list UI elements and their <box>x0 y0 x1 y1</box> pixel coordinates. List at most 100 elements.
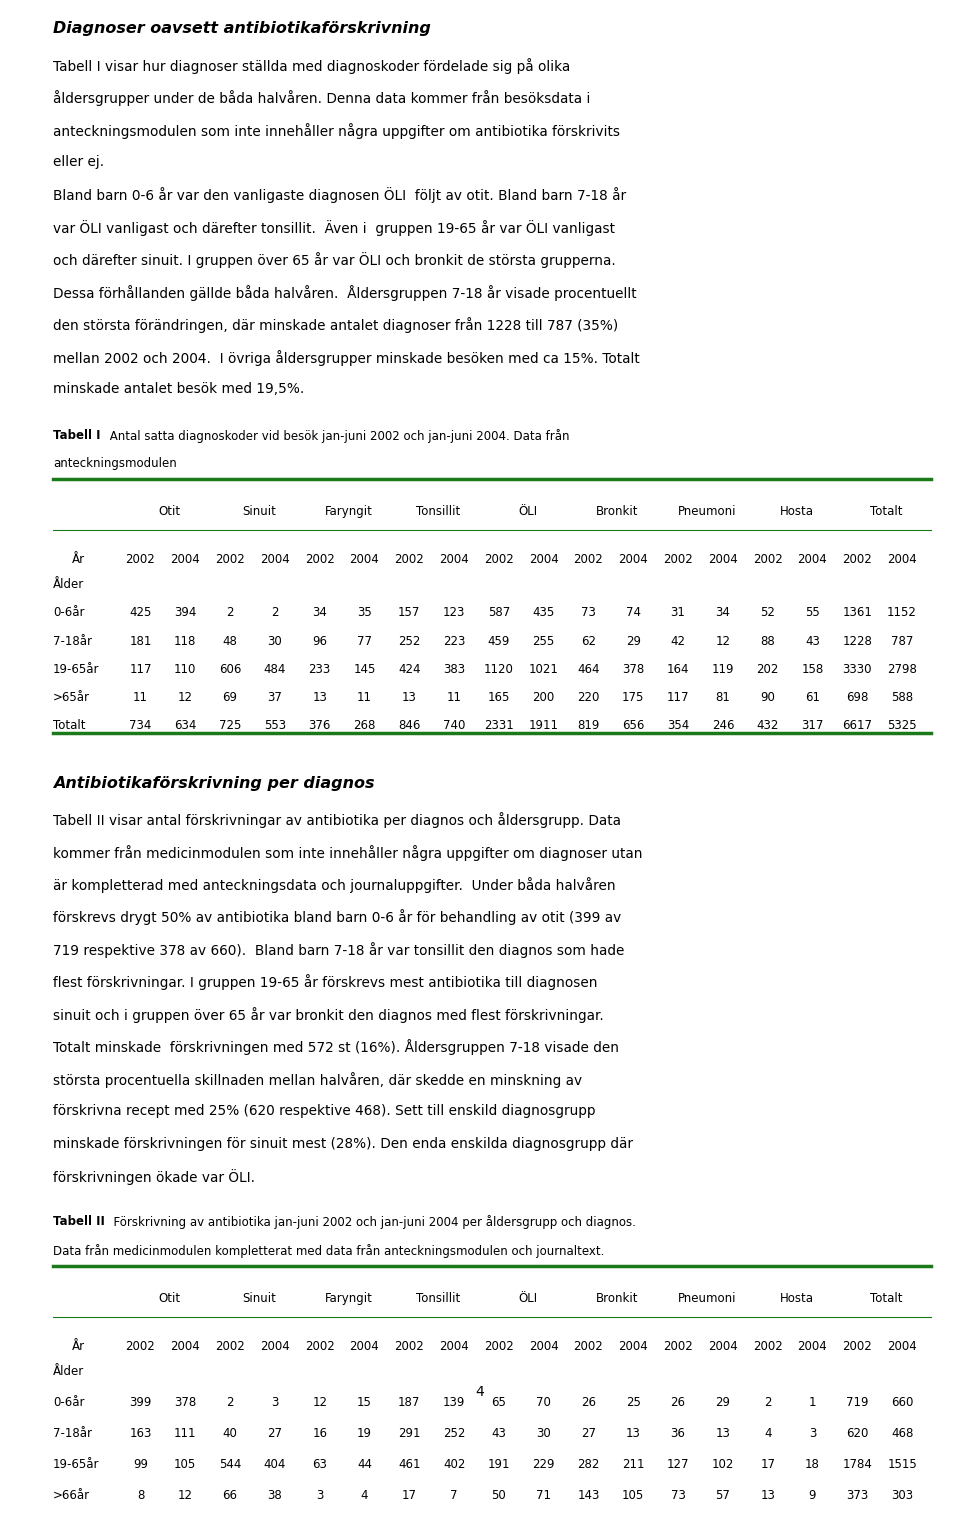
Text: 2331: 2331 <box>484 719 514 733</box>
Text: Bronkit: Bronkit <box>596 1291 638 1305</box>
Text: 139: 139 <box>443 1396 466 1410</box>
Text: 66: 66 <box>223 1490 237 1502</box>
Text: 2002: 2002 <box>395 553 424 566</box>
Text: 165: 165 <box>488 690 510 704</box>
Text: 2002: 2002 <box>753 1340 782 1352</box>
Text: 2004: 2004 <box>798 553 828 566</box>
Text: Tabell I: Tabell I <box>53 428 100 442</box>
Text: största procentuella skillnaden mellan halvåren, där skedde en minskning av: största procentuella skillnaden mellan h… <box>53 1072 582 1087</box>
Text: 175: 175 <box>622 690 644 704</box>
Text: 2002: 2002 <box>395 1340 424 1352</box>
Text: 587: 587 <box>488 606 510 619</box>
Text: 13: 13 <box>715 1428 731 1440</box>
Text: 96: 96 <box>312 634 327 648</box>
Text: 13: 13 <box>312 690 327 704</box>
Text: 656: 656 <box>622 719 644 733</box>
Text: 303: 303 <box>891 1490 913 1502</box>
Text: 13: 13 <box>760 1490 775 1502</box>
Text: 2002: 2002 <box>753 553 782 566</box>
Text: 1: 1 <box>808 1396 816 1410</box>
Text: 7: 7 <box>450 1490 458 1502</box>
Text: 37: 37 <box>268 690 282 704</box>
Text: Totalt: Totalt <box>53 719 85 733</box>
Text: 468: 468 <box>891 1428 913 1440</box>
Text: 2002: 2002 <box>305 553 334 566</box>
Text: den största förändringen, där minskade antalet diagnoser från 1228 till 787 (35%: den största förändringen, där minskade a… <box>53 318 618 333</box>
Text: Tonsillit: Tonsillit <box>417 504 461 518</box>
Text: 461: 461 <box>398 1458 420 1472</box>
Text: 252: 252 <box>443 1428 466 1440</box>
Text: 282: 282 <box>577 1458 600 1472</box>
Text: 105: 105 <box>174 1458 197 1472</box>
Text: 2004: 2004 <box>708 1340 737 1352</box>
Text: 2004: 2004 <box>440 1340 468 1352</box>
Text: 42: 42 <box>671 634 685 648</box>
Text: 2002: 2002 <box>484 553 514 566</box>
Text: 2002: 2002 <box>126 553 156 566</box>
Text: 164: 164 <box>667 663 689 675</box>
Text: 202: 202 <box>756 663 779 675</box>
Text: 464: 464 <box>577 663 600 675</box>
Text: 2004: 2004 <box>260 1340 290 1352</box>
Text: 1120: 1120 <box>484 663 514 675</box>
Text: 354: 354 <box>667 719 689 733</box>
Text: 1515: 1515 <box>887 1458 917 1472</box>
Text: År: År <box>71 1340 84 1352</box>
Text: 317: 317 <box>802 719 824 733</box>
Text: 11: 11 <box>357 690 372 704</box>
Text: 404: 404 <box>264 1458 286 1472</box>
Text: Antal satta diagnoskoder vid besök jan-juni 2002 och jan-juni 2004. Data från: Antal satta diagnoskoder vid besök jan-j… <box>106 428 569 442</box>
Text: 459: 459 <box>488 634 510 648</box>
Text: 2: 2 <box>271 606 278 619</box>
Text: >65år: >65år <box>53 690 90 704</box>
Text: 3: 3 <box>808 1428 816 1440</box>
Text: 1784: 1784 <box>842 1458 873 1472</box>
Text: 2004: 2004 <box>798 1340 828 1352</box>
Text: 553: 553 <box>264 719 286 733</box>
Text: 19-65år: 19-65år <box>53 663 99 675</box>
Text: 81: 81 <box>715 690 731 704</box>
Text: 18: 18 <box>805 1458 820 1472</box>
Text: 2004: 2004 <box>529 553 559 566</box>
Text: 111: 111 <box>174 1428 197 1440</box>
Text: 52: 52 <box>760 606 775 619</box>
Text: 620: 620 <box>846 1428 869 1440</box>
Text: 17: 17 <box>402 1490 417 1502</box>
Text: 2002: 2002 <box>574 1340 603 1352</box>
Text: åldersgrupper under de båda halvåren. Denna data kommer från besöksdata i: åldersgrupper under de båda halvåren. De… <box>53 91 590 106</box>
Text: 30: 30 <box>537 1428 551 1440</box>
Text: 2002: 2002 <box>215 553 245 566</box>
Text: 2002: 2002 <box>663 553 693 566</box>
Text: 2004: 2004 <box>529 1340 559 1352</box>
Text: 15: 15 <box>357 1396 372 1410</box>
Text: minskade förskrivningen för sinuit mest (28%). Den enda enskilda diagnosgrupp dä: minskade förskrivningen för sinuit mest … <box>53 1137 633 1151</box>
Text: 394: 394 <box>174 606 197 619</box>
Text: 34: 34 <box>312 606 327 619</box>
Text: sinuit och i gruppen över 65 år var bronkit den diagnos med flest förskrivningar: sinuit och i gruppen över 65 år var bron… <box>53 1007 604 1023</box>
Text: och därefter sinuit. I gruppen över 65 år var ÖLI och bronkit de största grupper: och därefter sinuit. I gruppen över 65 å… <box>53 253 615 268</box>
Text: 2002: 2002 <box>126 1340 156 1352</box>
Text: 268: 268 <box>353 719 375 733</box>
Text: Pneumoni: Pneumoni <box>678 1291 736 1305</box>
Text: anteckningsmodulen: anteckningsmodulen <box>53 457 177 469</box>
Text: Totalt: Totalt <box>870 1291 902 1305</box>
Text: 634: 634 <box>174 719 197 733</box>
Text: 123: 123 <box>443 606 466 619</box>
Text: 2004: 2004 <box>708 553 737 566</box>
Text: 1911: 1911 <box>529 719 559 733</box>
Text: 143: 143 <box>577 1490 600 1502</box>
Text: 698: 698 <box>846 690 869 704</box>
Text: Tabell II: Tabell II <box>53 1216 105 1228</box>
Text: 181: 181 <box>130 634 152 648</box>
Text: 2004: 2004 <box>171 1340 200 1352</box>
Text: 11: 11 <box>133 690 148 704</box>
Text: Tabell II visar antal förskrivningar av antibiotika per diagnos och åldersgrupp.: Tabell II visar antal förskrivningar av … <box>53 812 621 828</box>
Text: Sinuit: Sinuit <box>242 1291 276 1305</box>
Text: 31: 31 <box>671 606 685 619</box>
Text: Totalt: Totalt <box>870 504 902 518</box>
Text: Förskrivning av antibiotika jan-juni 2002 och jan-juni 2004 per åldersgrupp och : Förskrivning av antibiotika jan-juni 200… <box>106 1216 636 1229</box>
Text: 2002: 2002 <box>574 553 603 566</box>
Text: 99: 99 <box>133 1458 148 1472</box>
Text: 44: 44 <box>357 1458 372 1472</box>
Text: var ÖLI vanligast och därefter tonsillit.  Även i  gruppen 19-65 år var ÖLI vanl: var ÖLI vanligast och därefter tonsillit… <box>53 220 614 236</box>
